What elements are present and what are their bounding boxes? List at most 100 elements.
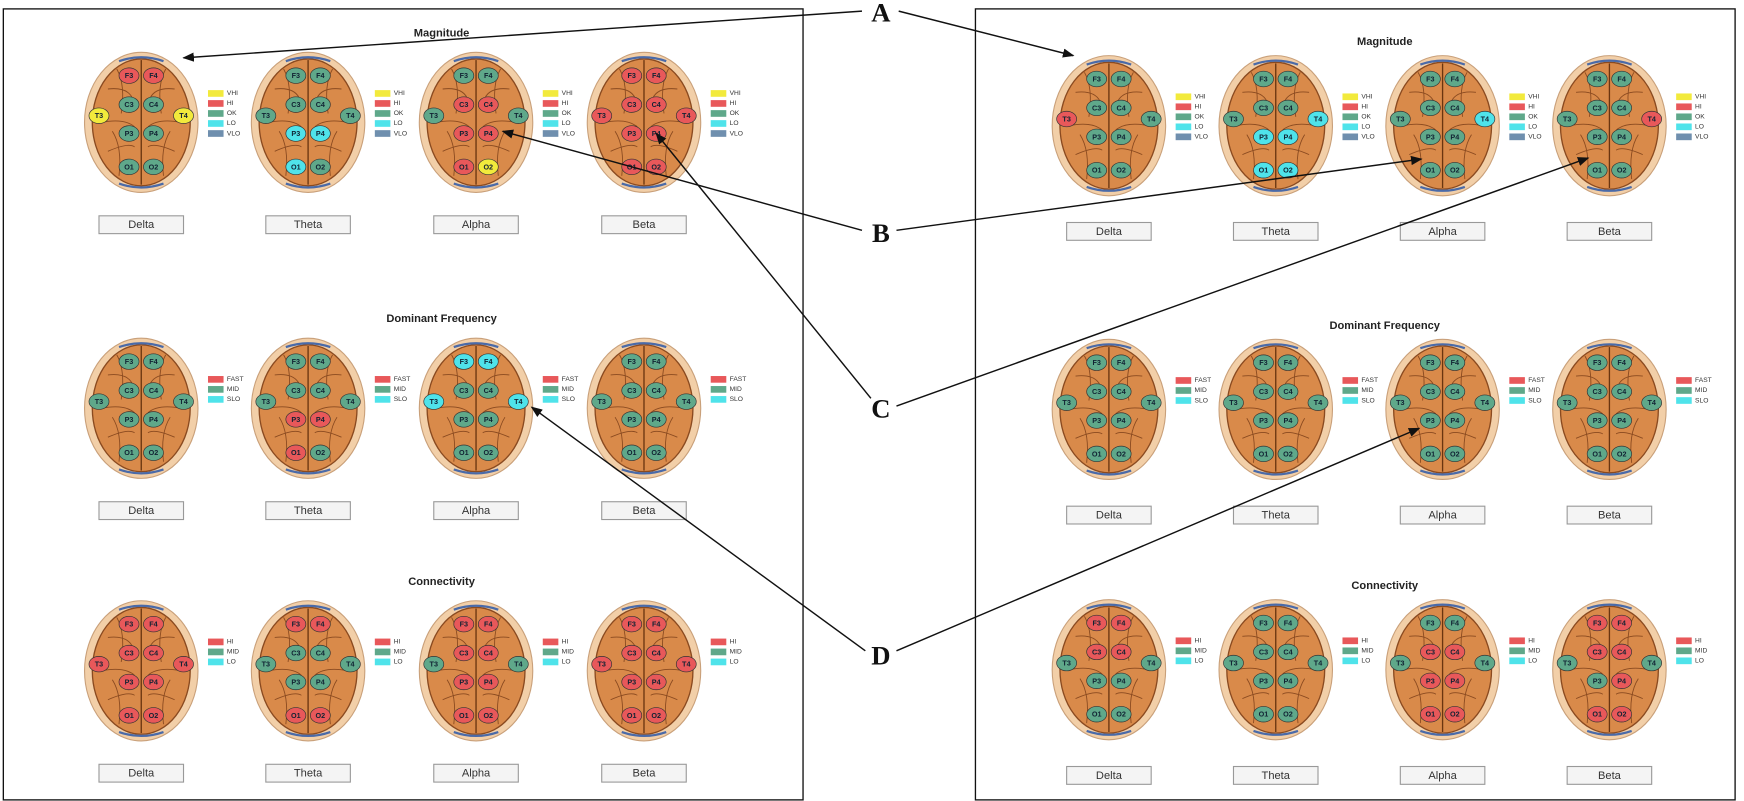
fold — [1575, 91, 1601, 102]
band-button[interactable]: Delta — [98, 215, 185, 235]
button-face[interactable] — [1232, 765, 1319, 785]
legend-swatch — [374, 396, 391, 403]
button-label[interactable]: Theta — [294, 505, 323, 517]
band-button[interactable]: Delta — [98, 501, 185, 521]
button-label[interactable]: Delta — [1096, 770, 1123, 782]
button-label[interactable]: Theta — [294, 768, 323, 780]
button-face[interactable] — [1566, 221, 1653, 241]
button-face[interactable] — [1399, 765, 1486, 785]
button-label[interactable]: Theta — [1262, 770, 1291, 782]
button-label[interactable]: Alpha — [1428, 770, 1457, 782]
button-face[interactable] — [1399, 221, 1486, 241]
button-face[interactable] — [265, 215, 351, 235]
electrode — [1389, 654, 1411, 672]
band-button[interactable]: Beta — [601, 215, 687, 235]
legend-swatch — [1676, 123, 1692, 131]
band-button[interactable]: Theta — [265, 215, 351, 235]
fold — [1449, 692, 1477, 700]
electrode — [173, 393, 194, 410]
button-label[interactable]: Delta — [1096, 226, 1123, 238]
button-label[interactable]: Beta — [1598, 510, 1622, 522]
band-button[interactable]: Theta — [1232, 221, 1319, 241]
button-face[interactable] — [1399, 505, 1486, 525]
button-face[interactable] — [98, 215, 185, 235]
band-button[interactable]: Alpha — [433, 215, 519, 235]
band-button[interactable]: Beta — [1566, 505, 1653, 525]
electrode-label: O2 — [651, 711, 661, 720]
button-label[interactable]: Alpha — [462, 768, 491, 780]
button-face[interactable] — [433, 215, 519, 235]
band-button[interactable]: Delta — [1066, 221, 1152, 241]
band-button[interactable]: Delta — [98, 763, 185, 783]
band-button[interactable]: Alpha — [433, 501, 519, 521]
button-label[interactable]: Delta — [1096, 510, 1123, 522]
button-face[interactable] — [98, 501, 185, 521]
band-button[interactable]: Theta — [1232, 505, 1319, 525]
button-label[interactable]: Delta — [128, 768, 155, 780]
electrode-label: O1 — [1426, 710, 1436, 719]
electrode-label: T4 — [1647, 659, 1655, 668]
button-label[interactable]: Alpha — [1428, 510, 1457, 522]
button-face[interactable] — [601, 763, 687, 783]
band-button[interactable]: Theta — [1232, 765, 1319, 785]
band-button[interactable]: Theta — [265, 763, 351, 783]
button-label[interactable]: Beta — [633, 505, 657, 517]
button-face[interactable] — [433, 501, 519, 521]
button-label[interactable]: Theta — [1262, 226, 1291, 238]
button-label[interactable]: Beta — [633, 768, 657, 780]
electrode — [1586, 445, 1608, 463]
legend-label: LO — [730, 120, 739, 127]
button-face[interactable] — [433, 763, 519, 783]
fold — [1463, 678, 1472, 724]
button-face[interactable] — [1566, 765, 1653, 785]
band-button[interactable]: Beta — [601, 763, 687, 783]
button-face[interactable] — [98, 763, 185, 783]
fold — [1463, 418, 1472, 463]
band-button[interactable]: Theta — [265, 501, 351, 521]
band-button[interactable]: Beta — [601, 501, 687, 521]
band-button[interactable]: Alpha — [433, 763, 519, 783]
button-label[interactable]: Beta — [1598, 226, 1622, 238]
button-label[interactable]: Delta — [128, 505, 155, 517]
band-button[interactable]: Beta — [1566, 765, 1653, 785]
electrode-label: F4 — [1117, 74, 1125, 83]
button-label[interactable]: Beta — [1598, 770, 1622, 782]
electrode — [143, 707, 164, 724]
electrode — [118, 353, 140, 370]
band-button[interactable]: Alpha — [1399, 765, 1486, 785]
button-face[interactable] — [1066, 221, 1152, 241]
button-face[interactable] — [601, 501, 687, 521]
legend-label: LO — [562, 120, 571, 127]
electrode-label: F3 — [1259, 358, 1267, 367]
band-button[interactable]: Delta — [1066, 765, 1152, 785]
band-button[interactable]: Delta — [1066, 505, 1152, 525]
button-face[interactable] — [1566, 505, 1653, 525]
button-face[interactable] — [1066, 505, 1152, 525]
button-face[interactable] — [265, 501, 351, 521]
fold — [274, 693, 302, 701]
button-face[interactable] — [1232, 505, 1319, 525]
band-button[interactable]: Beta — [1566, 221, 1653, 241]
electrode — [477, 411, 499, 428]
electrode — [591, 107, 613, 124]
button-label[interactable]: Theta — [1262, 510, 1291, 522]
fold — [1615, 692, 1643, 700]
band-button[interactable]: Alpha — [1399, 221, 1486, 241]
button-label[interactable]: Alpha — [1428, 226, 1457, 238]
electrode-label: P3 — [291, 129, 300, 138]
button-label[interactable]: Delta — [128, 219, 155, 231]
button-face[interactable] — [265, 763, 351, 783]
electrode-label: P3 — [1593, 132, 1602, 141]
button-label[interactable]: Alpha — [462, 219, 491, 231]
electrode-label: P4 — [1117, 676, 1126, 685]
button-label[interactable]: Theta — [294, 219, 323, 231]
band-button[interactable]: Alpha — [1399, 505, 1486, 525]
button-label[interactable]: Beta — [633, 219, 657, 231]
button-face[interactable] — [1232, 221, 1319, 241]
button-face[interactable] — [601, 215, 687, 235]
fold — [1242, 431, 1270, 439]
legend-swatch — [1175, 93, 1192, 101]
button-label[interactable]: Alpha — [462, 505, 491, 517]
button-face[interactable] — [1066, 765, 1152, 785]
